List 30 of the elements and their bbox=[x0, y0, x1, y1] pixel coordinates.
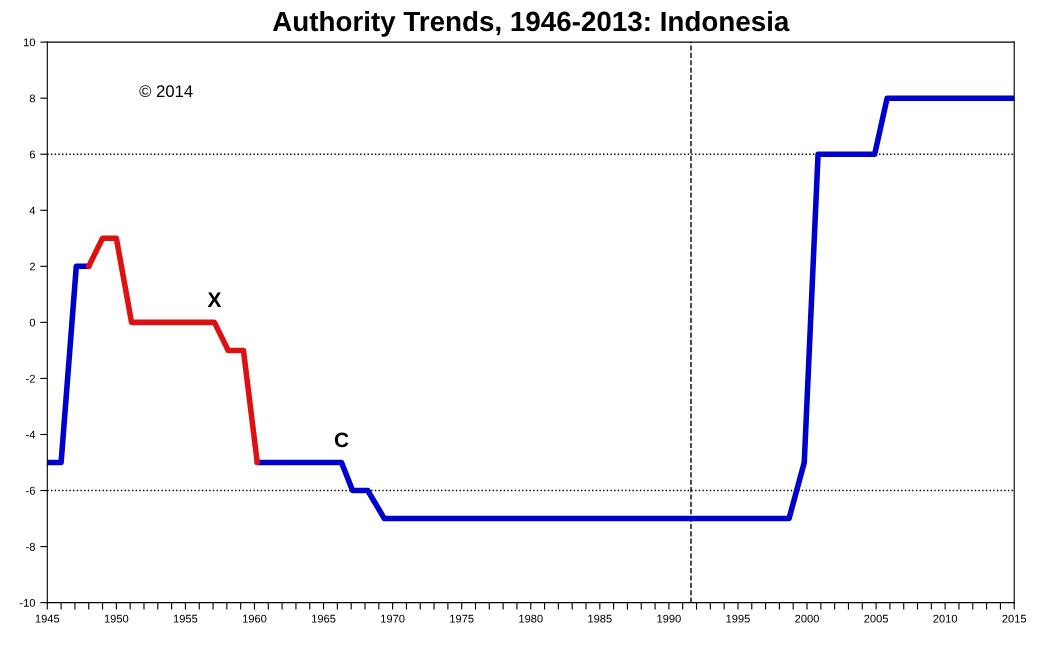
y-tick-label: 10 bbox=[23, 38, 36, 47]
x-tick-label: 1975 bbox=[450, 614, 474, 623]
y-tick-label: 6 bbox=[29, 150, 35, 159]
y-tick-label: -2 bbox=[26, 374, 35, 383]
y-tick-label: -10 bbox=[19, 598, 36, 607]
y-tick-label: -6 bbox=[26, 486, 35, 495]
y-tick-label: 0 bbox=[29, 318, 36, 327]
x-tick-label: 1945 bbox=[35, 614, 60, 623]
x-tick-label: 2015 bbox=[1002, 614, 1027, 623]
x-tick-label: 2010 bbox=[933, 614, 958, 623]
x-tick-label: 2000 bbox=[795, 614, 819, 623]
x-tick-label: 1960 bbox=[242, 614, 267, 623]
y-tick-label: 8 bbox=[29, 94, 36, 103]
x-tick-label: 1950 bbox=[104, 614, 129, 623]
x-tick-label: 1980 bbox=[519, 614, 543, 623]
x-tick-label: 1995 bbox=[726, 614, 750, 623]
annotation: C bbox=[334, 432, 349, 448]
y-tick-label: -8 bbox=[26, 542, 36, 551]
annotation: © 2014 bbox=[139, 85, 193, 98]
x-tick-label: 1985 bbox=[588, 614, 612, 623]
x-tick-label: 1955 bbox=[173, 614, 198, 623]
x-tick-label: 1990 bbox=[657, 614, 681, 623]
y-tick-label: -4 bbox=[26, 430, 36, 439]
x-tick-label: 1970 bbox=[381, 614, 405, 623]
y-tick-label: 2 bbox=[29, 262, 35, 271]
chart-title: Authority Trends, 1946-2013: Indonesia bbox=[272, 10, 790, 37]
annotation: X bbox=[207, 292, 222, 307]
x-tick-label: 1965 bbox=[312, 614, 336, 623]
x-tick-label: 2005 bbox=[864, 614, 888, 623]
y-tick-label: 4 bbox=[29, 206, 36, 215]
